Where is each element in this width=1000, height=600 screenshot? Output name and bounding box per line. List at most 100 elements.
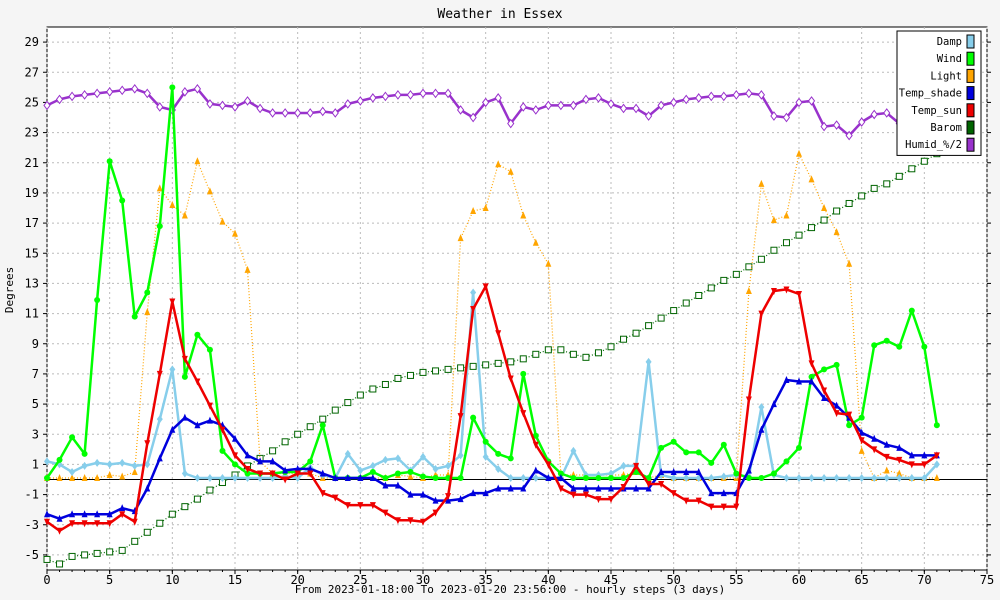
data-point <box>883 337 890 344</box>
data-point <box>206 473 213 482</box>
data-point <box>896 443 903 451</box>
data-point <box>156 370 163 378</box>
data-point <box>44 518 50 526</box>
data-point <box>168 510 176 518</box>
data-point <box>56 514 63 522</box>
x-tick-label: 55 <box>729 573 743 587</box>
data-point <box>921 461 928 469</box>
y-tick-label: -5 <box>25 548 39 562</box>
data-point <box>833 410 840 418</box>
data-point <box>206 416 213 424</box>
data-point <box>770 287 777 295</box>
data-point <box>833 473 840 482</box>
data-point <box>131 84 139 94</box>
legend-swatch <box>966 120 975 135</box>
data-point <box>858 446 865 454</box>
data-point <box>469 362 477 370</box>
data-point <box>169 425 176 433</box>
data-point <box>507 167 514 175</box>
data-point <box>570 446 577 455</box>
x-tick-label: 20 <box>290 573 304 587</box>
data-point <box>732 270 740 278</box>
data-point <box>595 484 602 492</box>
data-point <box>871 446 878 454</box>
data-point <box>394 454 401 463</box>
x-axis-label: From 2023-01-18:00 To 2023-01-20 23:56:0… <box>295 583 725 596</box>
data-point <box>344 473 351 481</box>
data-point <box>43 555 51 563</box>
series-temp-sun <box>44 283 940 535</box>
data-point <box>770 246 778 254</box>
data-point <box>332 473 339 481</box>
data-point <box>156 184 163 192</box>
data-point <box>307 458 314 465</box>
data-point <box>921 343 928 350</box>
data-point <box>482 438 489 445</box>
data-point <box>331 108 339 118</box>
x-tick-label: 5 <box>106 573 113 587</box>
y-tick-label: 19 <box>25 186 39 200</box>
data-point <box>106 470 113 478</box>
x-tick-label: 10 <box>165 573 179 587</box>
data-point <box>807 96 816 106</box>
data-point <box>795 231 803 239</box>
data-point <box>232 461 238 468</box>
data-point <box>871 434 878 442</box>
data-point <box>619 103 628 114</box>
x-tick-label: 50 <box>666 573 680 587</box>
data-point <box>369 461 376 470</box>
data-point <box>218 100 227 111</box>
data-point <box>306 423 314 431</box>
data-point <box>495 484 502 492</box>
data-point <box>206 346 213 353</box>
x-tick-label: 35 <box>478 573 492 587</box>
series-humid-2 <box>43 84 941 141</box>
data-point <box>181 469 188 478</box>
data-point <box>920 157 928 165</box>
y-tick-label: -3 <box>25 518 39 532</box>
data-point <box>570 484 577 492</box>
data-point <box>595 474 602 481</box>
data-point <box>570 491 577 499</box>
data-point <box>720 503 727 511</box>
data-point <box>407 517 414 525</box>
data-point <box>194 378 201 386</box>
data-point <box>657 314 665 322</box>
data-point <box>93 549 101 557</box>
data-point <box>94 473 101 481</box>
data-point <box>269 447 277 455</box>
data-point <box>870 184 878 192</box>
data-point <box>269 457 276 465</box>
data-point <box>344 502 351 510</box>
y-tick-label: 3 <box>32 427 39 441</box>
data-point <box>494 93 502 103</box>
data-point <box>858 192 866 200</box>
data-point <box>420 452 426 461</box>
data-point <box>169 200 176 208</box>
data-point <box>782 239 790 247</box>
data-point <box>356 391 364 399</box>
data-point <box>470 288 477 297</box>
data-point <box>708 473 715 482</box>
data-point <box>281 108 289 118</box>
data-point <box>106 460 113 469</box>
legend-entry-label: Humid_%/2 <box>905 139 962 151</box>
data-point <box>444 365 452 373</box>
data-point <box>44 510 50 518</box>
data-point <box>808 373 815 380</box>
data-point <box>382 481 389 489</box>
data-point <box>206 187 213 195</box>
y-tick-label: 15 <box>25 246 39 260</box>
series-line <box>46 285 938 533</box>
data-point <box>369 385 377 393</box>
data-point <box>420 473 426 480</box>
data-point <box>219 217 226 225</box>
data-point <box>682 299 690 307</box>
data-point <box>144 484 151 492</box>
data-point <box>143 88 151 99</box>
data-point <box>658 444 665 451</box>
data-point <box>282 476 289 484</box>
y-tick-label: 9 <box>32 337 39 351</box>
data-point <box>56 560 64 568</box>
